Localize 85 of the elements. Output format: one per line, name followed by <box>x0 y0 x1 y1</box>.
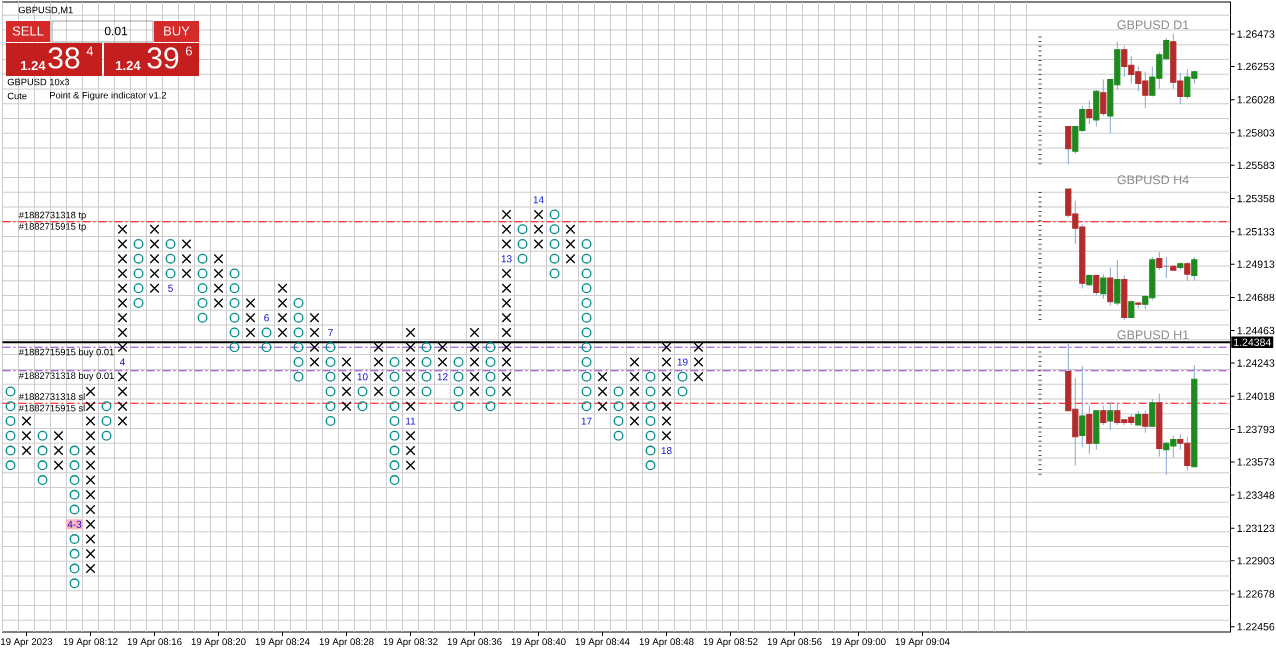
x-tick-label: 19 Apr 08:32 <box>383 638 438 647</box>
x-tick-label: 19 Apr 08:56 <box>767 638 822 647</box>
x-tick-label: 19 Apr 08:28 <box>319 638 374 647</box>
annotation: 14 <box>533 196 544 204</box>
candlestick <box>1149 398 1156 427</box>
candlestick <box>1100 404 1107 426</box>
candlestick <box>1142 410 1149 434</box>
annotation: 11 <box>406 417 416 425</box>
y-tick-label: 1.25133 <box>1237 228 1275 236</box>
annotation: 6 <box>185 46 192 56</box>
annotation: 7 <box>328 329 333 336</box>
ref-line-label: #1882715915 sl <box>18 404 85 412</box>
annotation: 38 <box>48 47 80 69</box>
annotation: 0.01 <box>104 26 128 36</box>
x-tick-label: 19 Apr 08:36 <box>447 638 502 647</box>
y-tick-label: 1.23573 <box>1237 458 1275 466</box>
annotation: 5 <box>168 284 173 292</box>
candlestick <box>1086 99 1093 125</box>
ref-line-label: #1882731318 buy 0.01 <box>18 372 114 381</box>
ref-line-label: 1.24384 <box>1234 338 1271 346</box>
annotation: Cute <box>7 92 27 100</box>
y-tick-label: 1.22456 <box>1237 622 1275 631</box>
annotation: 4 <box>86 46 94 56</box>
annotation: 39 <box>147 47 179 69</box>
y-tick-label: 1.26028 <box>1237 95 1275 104</box>
y-tick-label: 1.24913 <box>1237 260 1275 268</box>
y-tick-label: 1.26473 <box>1237 30 1275 38</box>
annotation: 19 <box>677 358 688 366</box>
y-tick-label: 1.22903 <box>1237 557 1275 565</box>
ref-line-label: #1882715915 buy 0.01 <box>18 348 114 358</box>
annotation: 12 <box>437 373 448 381</box>
chart-title: GBPUSD D1 <box>1117 20 1189 30</box>
x-tick-label: 19 Apr 08:16 <box>127 638 182 647</box>
candlestick <box>1114 259 1121 307</box>
y-tick-label: 1.26253 <box>1237 62 1275 71</box>
x-tick-label: 19 Apr 08:48 <box>639 638 694 647</box>
annotation: Point & Figure indicator v1.2 <box>50 91 167 101</box>
annotation: 13 <box>501 255 512 263</box>
y-tick-label: 1.25358 <box>1237 194 1275 203</box>
candlestick <box>1100 79 1107 117</box>
y-tick-label: 1.24688 <box>1237 293 1275 302</box>
x-tick-label: 19 Apr 09:04 <box>895 638 950 647</box>
y-tick-label: 1.23123 <box>1237 524 1275 532</box>
y-tick-label: 1.24243 <box>1237 359 1275 367</box>
y-tick-label: 1.24463 <box>1237 326 1275 335</box>
y-tick-label: 1.25583 <box>1237 161 1275 170</box>
y-tick-label: 1.23348 <box>1237 491 1275 499</box>
annotation: 18 <box>661 447 672 455</box>
candlestick <box>1184 261 1191 282</box>
candlestick <box>1100 273 1107 300</box>
annotation: 10 <box>357 373 368 381</box>
candlestick <box>1079 365 1086 448</box>
x-tick-label: 19 Apr 08:24 <box>255 638 310 647</box>
x-tick-label: 19 Apr 2023 <box>1 638 53 647</box>
chart-title: GBPUSD H4 <box>1117 175 1189 185</box>
annotation: 1.24 <box>21 60 46 71</box>
annotation: 4-3 <box>67 520 82 528</box>
candlestick <box>1107 267 1114 307</box>
ref-line-label: #1882715915 tp <box>18 223 86 232</box>
annotation: #1882731318 tp <box>18 211 86 221</box>
annotation: 4 <box>119 358 125 366</box>
annotation: 6 <box>264 314 269 322</box>
x-tick-label: 19 Apr 08:40 <box>511 638 566 647</box>
y-tick-label: 1.25803 <box>1237 129 1275 137</box>
x-tick-label: 19 Apr 08:12 <box>63 638 118 647</box>
annotation: 17 <box>581 417 592 425</box>
y-tick-label: 1.23793 <box>1237 425 1275 434</box>
y-tick-label: 1.22678 <box>1237 590 1275 598</box>
chart-title: GBPUSD,M1 <box>18 6 73 15</box>
x-tick-label: 19 Apr 08:52 <box>703 638 758 647</box>
candlestick <box>1093 274 1100 296</box>
x-tick-label: 19 Apr 09:00 <box>831 638 886 647</box>
y-tick-label: 1.24018 <box>1237 392 1275 400</box>
annotation: BUY <box>164 26 190 36</box>
annotation: #1882731318 sl <box>18 393 85 400</box>
text: GBPUSD 10x3 <box>7 78 70 86</box>
annotation: 1.24 <box>116 60 141 71</box>
candlestick <box>1156 251 1163 271</box>
candlestick <box>1065 126 1072 165</box>
annotation: SELL <box>12 26 44 36</box>
x-tick-label: 19 Apr 08:44 <box>575 638 630 647</box>
candlestick <box>1107 402 1114 431</box>
x-tick-label: 19 Apr 08:20 <box>191 638 246 647</box>
chart-title: GBPUSD H1 <box>1117 330 1189 340</box>
candlestick <box>1191 256 1198 282</box>
